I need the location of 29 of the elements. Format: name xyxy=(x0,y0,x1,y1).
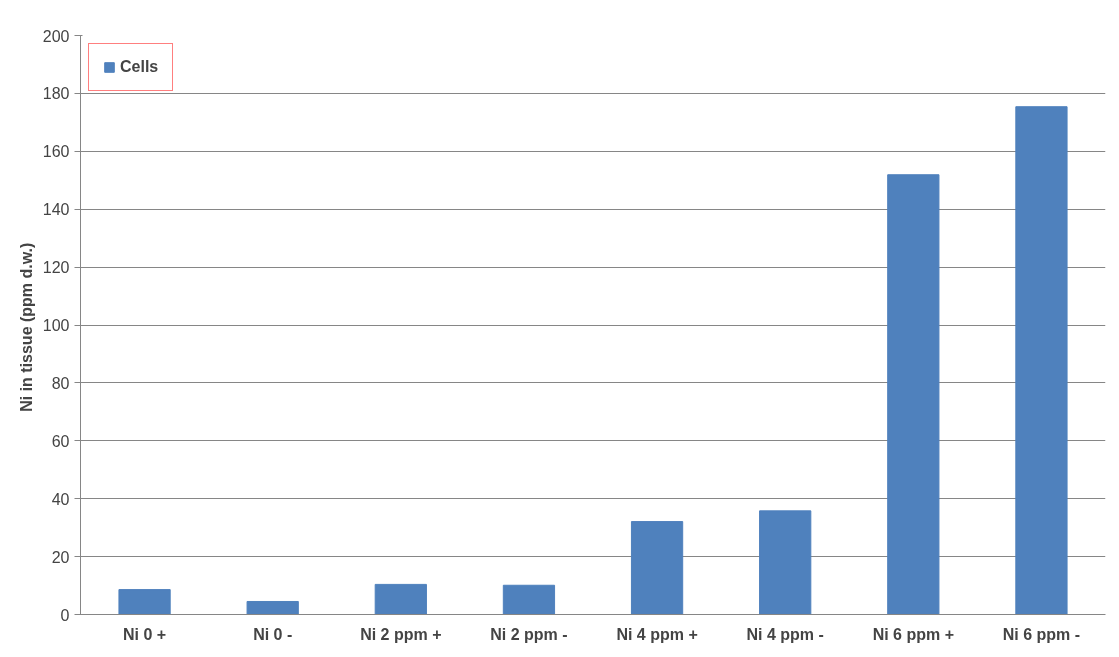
y-tick-label: 0 xyxy=(60,606,70,624)
y-tick-label: 80 xyxy=(51,374,70,392)
x-tick-label: Ni 2 ppm - xyxy=(490,625,568,643)
x-tick-label: Ni 4 ppm - xyxy=(746,625,824,643)
x-tick-label: Ni 6 ppm - xyxy=(1002,625,1081,643)
bar xyxy=(887,174,940,615)
x-tick-label: Ni 0 - xyxy=(253,625,293,643)
legend-label: Cells xyxy=(120,58,159,76)
y-tick-label: 60 xyxy=(51,432,70,450)
x-tick-label: Ni 4 ppm + xyxy=(616,625,698,643)
y-tick-label: 200 xyxy=(42,27,70,45)
y-tick-label: 180 xyxy=(42,85,70,103)
bar xyxy=(759,510,812,615)
bar xyxy=(502,584,556,615)
bar xyxy=(374,583,427,615)
y-tick-label: 120 xyxy=(42,259,70,277)
y-tick-label: 20 xyxy=(51,548,70,566)
x-tick-label: Ni 6 ppm + xyxy=(872,625,954,643)
bar xyxy=(246,600,299,615)
x-tick-label: Ni 2 ppm + xyxy=(360,625,442,643)
y-axis-title: Ni in tissue (ppm d.w.) xyxy=(17,242,35,412)
y-tick-label: 40 xyxy=(51,490,70,508)
y-tick-label: 100 xyxy=(42,317,70,334)
y-tick-label: 140 xyxy=(42,201,70,219)
bar xyxy=(1015,106,1068,615)
y-tick-label: 160 xyxy=(42,143,70,161)
bar xyxy=(630,521,684,615)
x-tick-label: Ni 0 + xyxy=(123,625,167,643)
bar xyxy=(118,589,171,615)
